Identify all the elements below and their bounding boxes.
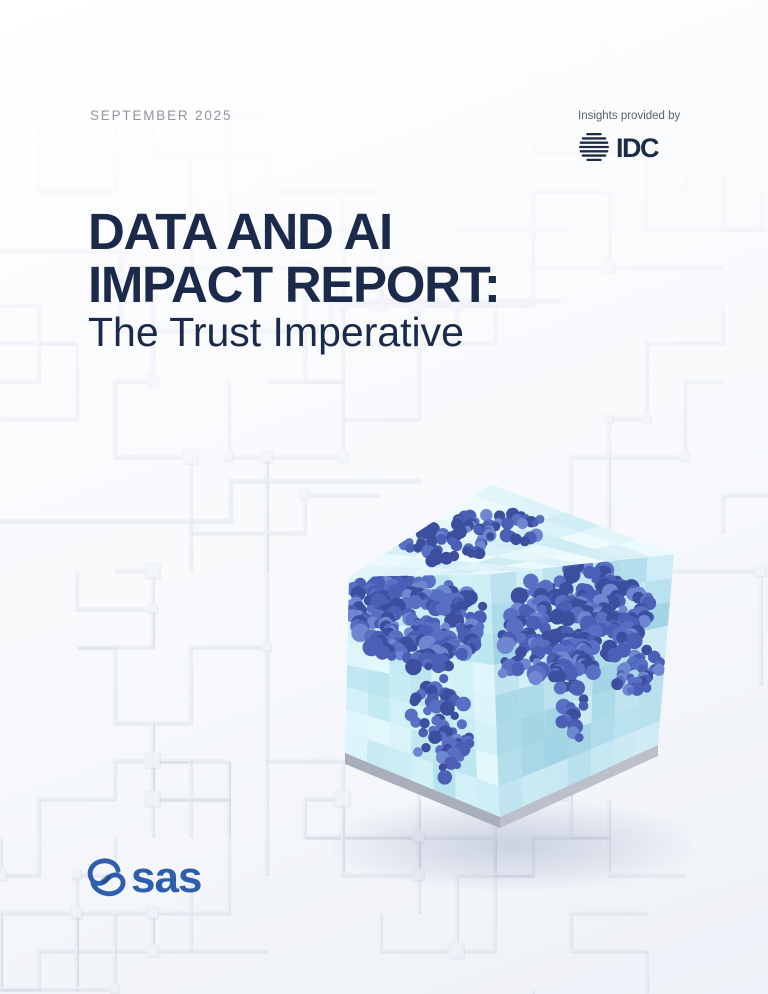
svg-text:IDC: IDC <box>616 133 659 163</box>
